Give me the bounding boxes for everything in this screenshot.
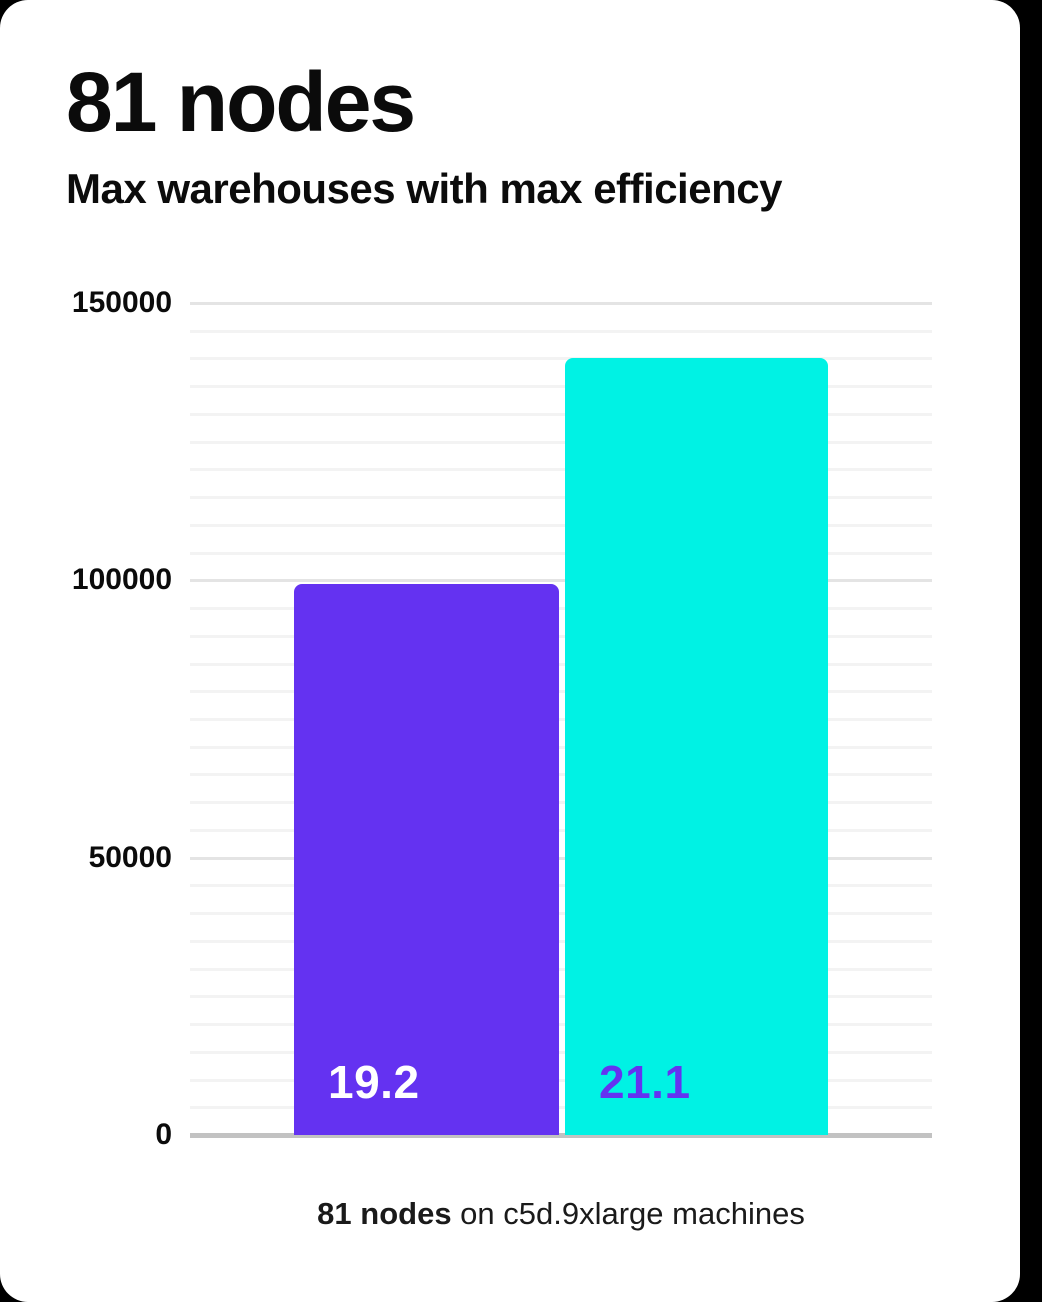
chart-title: 81 nodes	[66, 55, 416, 149]
chart-card: 81 nodes Max warehouses with max efficie…	[0, 0, 1020, 1302]
minor-gridline	[190, 801, 932, 805]
minor-gridline	[190, 745, 932, 749]
right-bar	[565, 357, 828, 1135]
minor-gridline	[190, 773, 932, 777]
minor-gridline	[190, 634, 932, 638]
minor-gridline	[190, 884, 932, 888]
bar-chart-plot-area: 19.2 21.1	[190, 290, 932, 1150]
y-axis-tick-label: 100000	[71, 563, 172, 597]
minor-gridline	[190, 551, 932, 555]
minor-gridline	[190, 523, 932, 527]
minor-gridline	[190, 1078, 932, 1082]
major-gridline	[190, 579, 932, 583]
minor-gridline	[190, 718, 932, 721]
y-axis-tick-label: 0	[155, 1118, 172, 1151]
left-bar	[294, 584, 559, 1135]
minor-gridline	[190, 1106, 932, 1110]
right-bar-value-label: 21.1	[599, 1056, 691, 1108]
minor-gridline	[190, 607, 932, 611]
minor-gridline	[190, 662, 932, 666]
chart-caption: 81 nodes on c5d.9xlarge machines	[190, 1194, 932, 1234]
minor-gridline	[190, 468, 932, 472]
major-gridline	[190, 302, 932, 305]
minor-gridline	[190, 329, 932, 333]
minor-gridline	[190, 496, 932, 500]
minor-gridline	[190, 1023, 932, 1027]
minor-gridline	[190, 357, 932, 361]
major-gridline	[190, 856, 932, 860]
chart-subtitle: Max warehouses with max efficiency	[66, 165, 782, 212]
minor-gridline	[190, 1050, 932, 1054]
minor-gridline	[190, 412, 932, 416]
y-axis-tick-label: 150000	[71, 286, 172, 319]
minor-gridline	[190, 939, 932, 943]
y-axis-labels: 0 50000 100000 150000	[0, 286, 172, 1151]
y-axis-tick-label: 50000	[88, 840, 172, 874]
minor-gridline	[190, 690, 932, 694]
minor-gridline	[190, 828, 932, 832]
minor-gridline	[190, 912, 932, 916]
minor-gridline	[190, 385, 932, 389]
minor-gridline	[190, 967, 932, 971]
caption-regular-text: on c5d.9xlarge machines	[451, 1196, 805, 1231]
caption-bold-text: 81 nodes	[317, 1196, 452, 1231]
x-axis-line	[190, 1133, 932, 1138]
minor-gridline	[190, 440, 932, 444]
minor-gridline	[190, 995, 932, 999]
left-bar-value-label: 19.2	[328, 1056, 420, 1108]
